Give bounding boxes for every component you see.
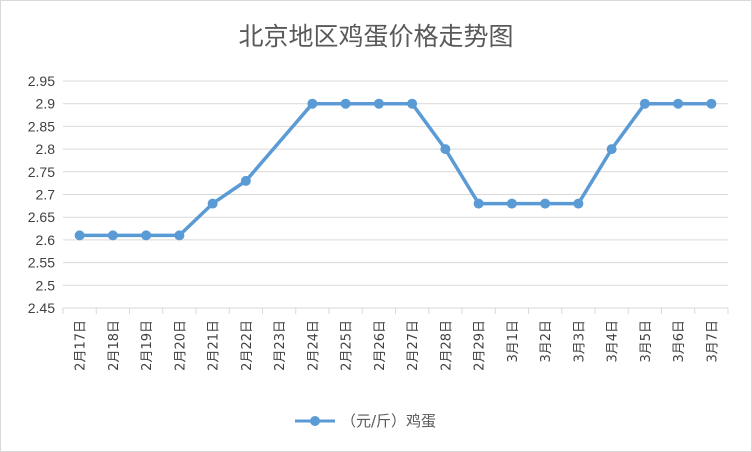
y-tick-label: 2.95	[28, 73, 55, 89]
x-tick-label: 3月2日	[539, 320, 554, 363]
x-tick-label: 3月6日	[672, 320, 687, 363]
x-tick-label: 2月28日	[439, 320, 454, 371]
legend-marker	[310, 416, 320, 426]
x-axis-tick-labels: 2月17日 2月18日 2月19日 2月20日 2月21日 2月22日 2月23日 2月24日…	[74, 320, 721, 371]
legend-label: （元/斤）鸡蛋	[341, 412, 436, 430]
data-point	[207, 198, 218, 209]
data-point	[440, 144, 451, 155]
y-tick-label: 2.55	[28, 255, 55, 271]
x-tick-label: 2月25日	[340, 320, 355, 371]
y-tick-label: 2.8	[36, 141, 56, 157]
data-point	[74, 230, 85, 241]
x-tick-label: 3月1日	[506, 320, 521, 363]
y-tick-label: 2.5	[36, 277, 56, 293]
x-tick-label: 2月27日	[406, 320, 421, 371]
data-point	[506, 198, 517, 209]
series-line	[79, 101, 712, 238]
x-tick-label: 2月24日	[306, 320, 321, 371]
chart-title: 北京地区鸡蛋价格走势图	[238, 22, 513, 51]
data-point	[107, 230, 118, 241]
data-point	[673, 98, 684, 109]
x-tick-label: 2月17日	[74, 320, 89, 371]
data-point	[174, 230, 185, 241]
y-tick-label: 2.9	[36, 96, 56, 112]
data-point	[240, 175, 251, 186]
data-point	[473, 198, 484, 209]
data-point	[606, 144, 617, 155]
data-point	[340, 98, 351, 109]
data-point	[373, 98, 384, 109]
legend: （元/斤）鸡蛋	[295, 412, 436, 430]
data-point	[307, 98, 318, 109]
data-point	[407, 98, 418, 109]
data-point	[540, 198, 551, 209]
x-tick-label: 3月4日	[606, 320, 621, 363]
x-tick-label: 3月3日	[572, 320, 587, 363]
y-tick-label: 2.75	[28, 164, 55, 180]
x-tick-label: 2月20日	[173, 320, 188, 371]
gridlines	[62, 80, 729, 314]
data-point	[573, 198, 584, 209]
y-tick-label: 2.45	[28, 300, 55, 316]
x-tick-label: 2月22日	[240, 320, 255, 371]
data-point	[639, 98, 650, 109]
x-tick-label: 3月5日	[639, 320, 654, 363]
series-layer	[74, 98, 717, 241]
y-tick-label: 2.65	[28, 209, 55, 225]
data-point	[706, 98, 717, 109]
x-tick-label: 2月29日	[473, 320, 488, 371]
y-tick-label: 2.85	[28, 118, 55, 134]
x-tick-label: 3月7日	[705, 320, 720, 363]
y-tick-label: 2.7	[36, 187, 56, 203]
x-tick-label: 2月18日	[107, 320, 122, 371]
y-axis-tick-labels: 2.45 2.5 2.55 2.6 2.65 2.7 2.75 2.8 2.85 2.9 2.95	[28, 73, 55, 316]
x-tick-label: 2月23日	[273, 320, 288, 371]
data-point	[141, 230, 152, 241]
x-tick-label: 2月21日	[207, 320, 222, 371]
x-tick-label: 2月26日	[373, 320, 388, 371]
y-tick-label: 2.6	[36, 232, 56, 248]
x-tick-label: 2月19日	[140, 320, 155, 371]
